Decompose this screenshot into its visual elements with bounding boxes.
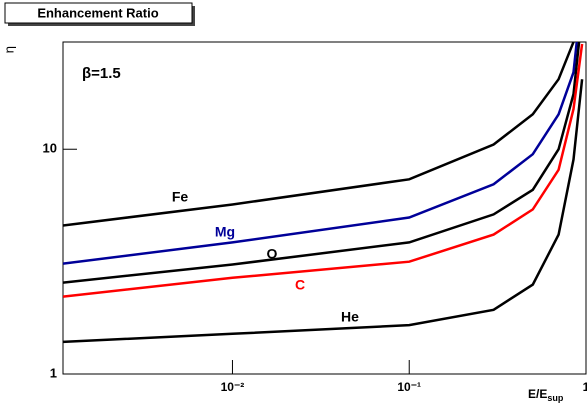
y-tick-label: 1: [50, 365, 57, 380]
y-axis-label: η: [1, 46, 16, 53]
series-line: [63, 42, 575, 227]
series-line: [63, 79, 584, 344]
x-tick-label: 10⁻²: [221, 380, 245, 394]
chart-title: Enhancement Ratio: [37, 5, 158, 20]
y-tick-label: 10: [43, 141, 57, 156]
series-label: C: [295, 277, 305, 293]
series-label: Mg: [215, 224, 235, 240]
series-line: [63, 43, 584, 298]
series-line: [63, 42, 581, 284]
title-box: [4, 2, 193, 24]
series-line: [63, 42, 579, 265]
series-label: He: [341, 309, 359, 325]
plot-area: [63, 42, 584, 344]
series-label: Fe: [172, 189, 189, 205]
x-tick-label: 10⁻¹: [397, 380, 421, 394]
plot-frame: [62, 41, 587, 375]
annotation: β=1.5: [82, 65, 121, 82]
x-tick-label: 1: [583, 380, 587, 394]
x-axis-label: E/Esup: [528, 387, 564, 403]
series-label: O: [267, 246, 278, 262]
